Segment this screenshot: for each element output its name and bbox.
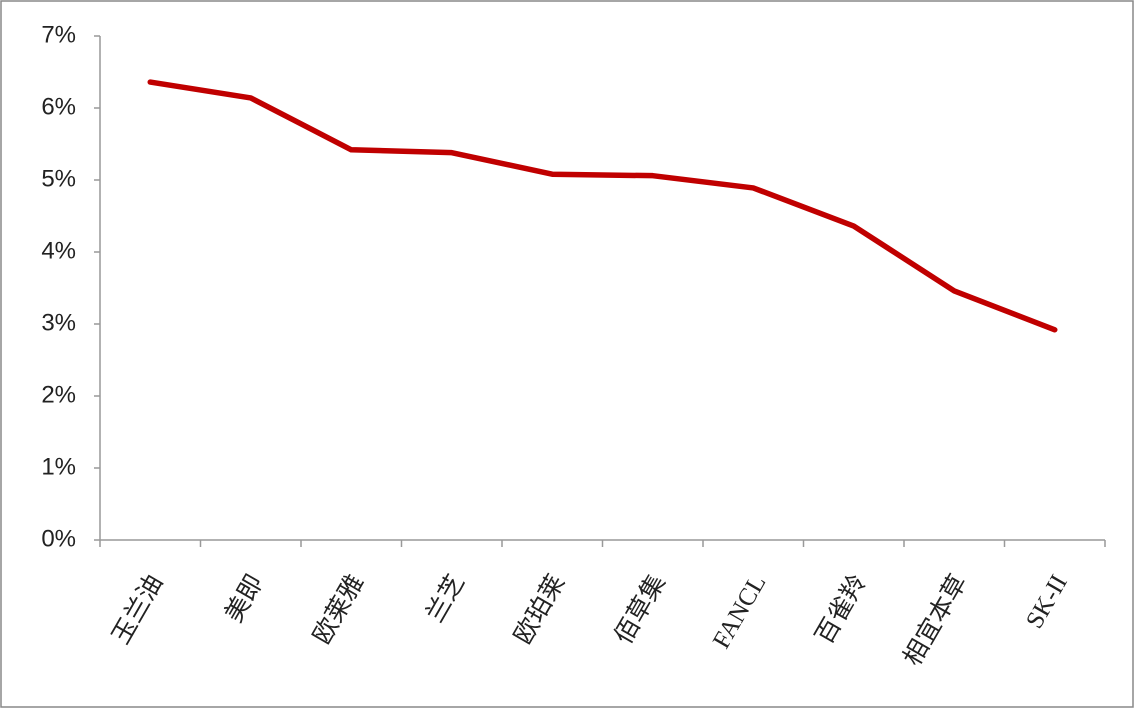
- y-tick-label: 5%: [41, 165, 76, 192]
- x-tick-label: 玉兰油: [107, 570, 169, 649]
- x-tick-label: 佰草集: [609, 570, 671, 649]
- x-tick-label: 兰芝: [421, 570, 470, 627]
- x-tick-label: 欧珀莱: [509, 570, 571, 649]
- line: [147, 79, 1058, 333]
- y-tick-label: 3%: [41, 309, 76, 336]
- x-tick-label: 百雀羚: [810, 570, 872, 649]
- y-tick-label: 7%: [41, 21, 76, 48]
- x-tick-label: 欧莱雅: [308, 570, 370, 649]
- y-tick-label: 1%: [41, 453, 76, 480]
- x-tick-label: FANCL: [708, 570, 771, 653]
- y-tick-label: 6%: [41, 93, 76, 120]
- y-tick-label: 4%: [41, 237, 76, 264]
- x-tick-label: SK-II: [1021, 570, 1073, 633]
- x-tick-label: 相宜本草: [898, 570, 972, 671]
- y-tick-label: 2%: [41, 381, 76, 408]
- x-tick-label: 美即: [220, 570, 269, 627]
- y-tick-label: 0%: [41, 525, 76, 552]
